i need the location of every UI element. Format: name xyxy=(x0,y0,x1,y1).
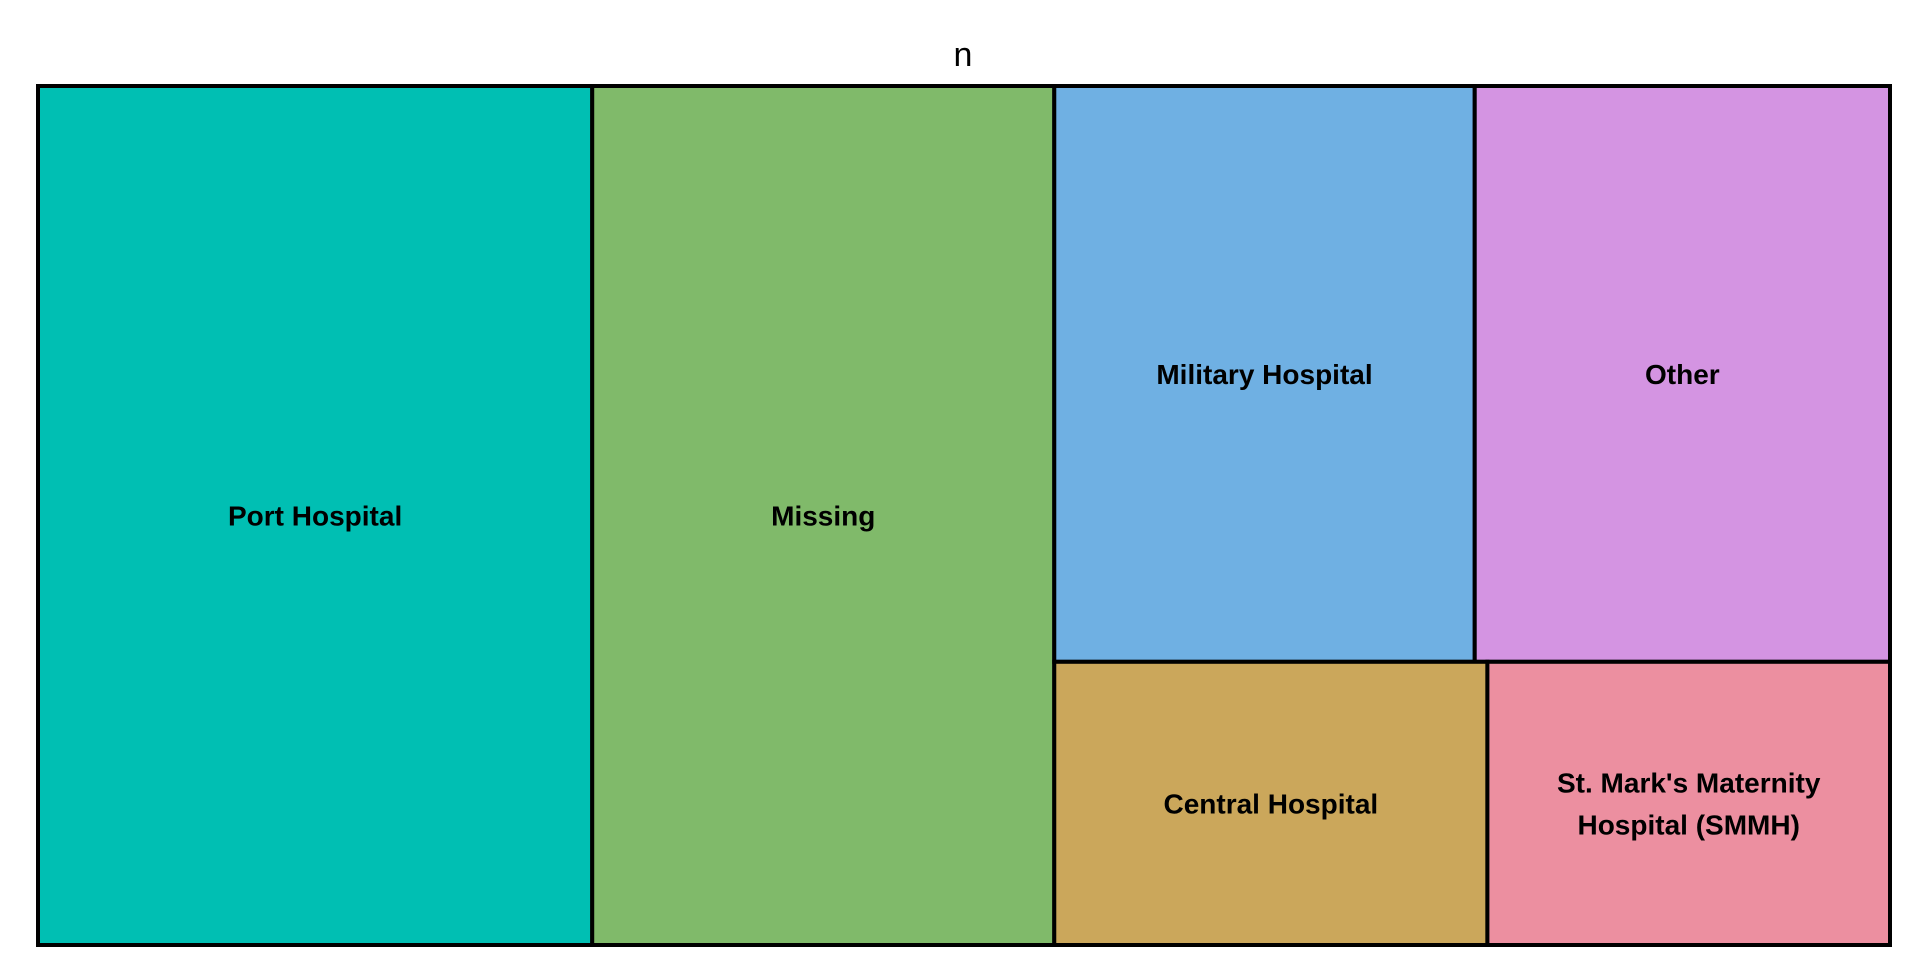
tile-other xyxy=(1472,84,1892,664)
tile-port-hospital xyxy=(36,84,595,947)
tile-missing xyxy=(590,84,1057,947)
tile-label-central-hospital: Central Hospital xyxy=(1163,788,1378,819)
tile-central-hospital xyxy=(1052,659,1490,947)
treemap-border xyxy=(36,84,1892,947)
tile-label-missing: Missing xyxy=(771,501,875,532)
tile-label-st-mark-s-maternity-hospital-smmh: St. Mark's Maternity Hospital (SMMH) xyxy=(1557,767,1821,840)
tile-label-military-hospital: Military Hospital xyxy=(1156,359,1372,390)
treemap-tiles: Port Hospital Missing Military Hospital Oth… xyxy=(36,84,1892,947)
tile-label-other: Other xyxy=(1645,359,1720,390)
tile-label-port-hospital: Port Hospital xyxy=(228,501,402,532)
chart-title: n xyxy=(954,36,973,74)
tile-st-mark-s-maternity-hospital-smmh xyxy=(1485,659,1892,947)
